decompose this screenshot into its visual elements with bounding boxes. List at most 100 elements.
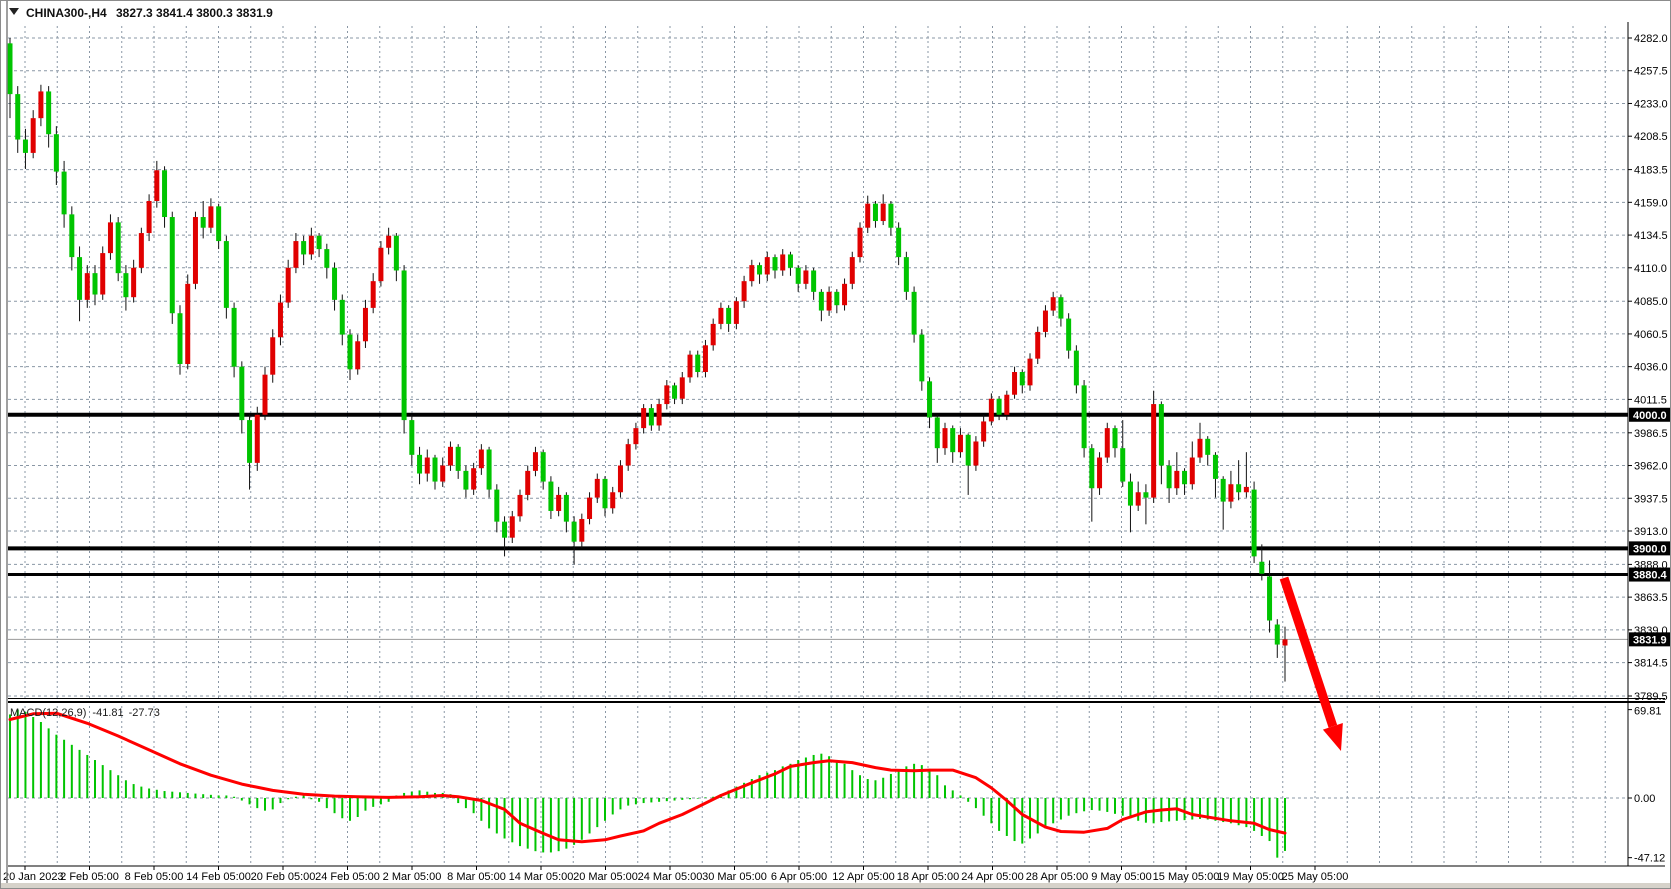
symbol-dropdown-icon[interactable] — [9, 8, 19, 15]
candle-body — [880, 203, 886, 222]
candle-body — [22, 139, 28, 153]
candle-body — [710, 323, 716, 346]
candle-body — [733, 301, 739, 324]
candle-body — [648, 408, 654, 426]
symbol-title: CHINA300-,H4 — [26, 6, 107, 20]
candle-body — [919, 334, 925, 382]
candle-body — [69, 214, 75, 258]
price-level-label: 3900.0 — [1633, 543, 1667, 555]
candle-body — [1243, 486, 1249, 493]
candle-body — [308, 235, 314, 255]
candle-body — [154, 170, 160, 201]
price-level-label: 3831.9 — [1633, 634, 1667, 646]
candle-body — [1151, 404, 1157, 498]
candle-body — [849, 257, 855, 284]
macd-value-main: -41.81 — [92, 707, 123, 719]
candle-body — [262, 374, 268, 415]
candle-body — [942, 428, 948, 449]
candle-body — [1097, 457, 1103, 489]
candle-body — [386, 235, 392, 248]
price-tick-label: 4134.5 — [1634, 230, 1668, 242]
candle-body — [393, 235, 399, 271]
macd-scale-label: 69.81 — [1634, 706, 1662, 718]
time-tick-label: 30 Mar 05:00 — [702, 871, 767, 883]
candle-body — [231, 307, 237, 367]
candle-body — [15, 94, 21, 140]
time-tick-label: 28 Apr 05:00 — [1026, 871, 1088, 883]
candle-body — [571, 521, 577, 542]
annotation-arrow[interactable] — [1279, 576, 1343, 751]
time-tick-label: 25 May 05:00 — [1282, 871, 1349, 883]
candle-body — [988, 398, 994, 422]
price-tick-label: 4208.5 — [1634, 131, 1668, 143]
macd-value-signal: -27.73 — [129, 707, 160, 719]
candle-body — [865, 203, 871, 228]
candle-body — [911, 291, 917, 335]
candle-body — [1274, 624, 1280, 645]
price-level-label-bg — [1629, 567, 1671, 582]
candle-body — [409, 420, 415, 455]
candle-body — [1166, 465, 1172, 489]
price-tick-label: 3913.0 — [1634, 526, 1668, 538]
candle-body — [107, 222, 113, 254]
candle-body — [216, 206, 222, 242]
candle-body — [1158, 404, 1164, 466]
candle-body — [185, 283, 191, 364]
candle-body — [1174, 470, 1180, 489]
candle-body — [494, 489, 500, 522]
candle-body — [957, 434, 963, 453]
candle-body — [1282, 639, 1288, 646]
candle-body — [679, 377, 685, 399]
candle-body — [46, 91, 52, 135]
candle-body — [1019, 372, 1025, 386]
candle-body — [131, 267, 137, 298]
candle-body — [1143, 492, 1149, 498]
candle-body — [1228, 484, 1234, 502]
candle-body — [401, 270, 407, 421]
candle-body — [927, 381, 933, 418]
price-tick-label: 4011.5 — [1634, 394, 1667, 406]
candle-body — [1104, 428, 1110, 458]
candle-body — [254, 414, 260, 463]
candle-body — [1073, 350, 1079, 386]
price-axis[interactable]: 4282.0 4257.5 4233.0 4208.5 4183.5 4159.0 4134… — [1627, 22, 1671, 866]
candle-body — [486, 449, 492, 490]
candle-body — [1205, 438, 1211, 455]
candle-body — [602, 478, 608, 509]
candle-body — [587, 497, 593, 519]
candle-body — [726, 307, 732, 324]
candle-body — [440, 465, 446, 482]
candle-body — [826, 291, 832, 311]
candle-body — [517, 494, 523, 517]
candle-body — [270, 337, 276, 375]
arrow-head[interactable] — [1322, 723, 1343, 751]
candle-body — [277, 302, 283, 338]
candle-body — [138, 233, 144, 268]
candle-body — [656, 404, 662, 426]
candle-body — [1182, 470, 1188, 485]
price-level-label-bg — [1629, 632, 1671, 647]
candle-body — [200, 217, 206, 228]
time-tick-label: 8 Feb 05:00 — [125, 871, 184, 883]
candle-body — [749, 265, 755, 282]
candle-body — [123, 273, 129, 298]
macd-axis[interactable]: 69.81 0.00 -47.12 — [1628, 706, 1665, 865]
candle-body — [981, 421, 987, 442]
candle-body — [293, 241, 299, 268]
candle-body — [1081, 385, 1087, 449]
candle-body — [563, 494, 569, 522]
candle-body — [965, 434, 971, 466]
separators-layer — [8, 698, 1665, 867]
candle-body — [525, 470, 531, 495]
candle-body — [169, 217, 175, 314]
candle-body — [1251, 489, 1257, 557]
levels-layer[interactable] — [8, 412, 1628, 640]
candle-body — [1027, 358, 1033, 386]
price-tick-label: 4085.0 — [1634, 296, 1668, 308]
arrow-shaft[interactable] — [1279, 576, 1338, 728]
candle-body — [509, 516, 515, 538]
candle-body — [787, 254, 793, 268]
candle-body — [896, 227, 902, 258]
